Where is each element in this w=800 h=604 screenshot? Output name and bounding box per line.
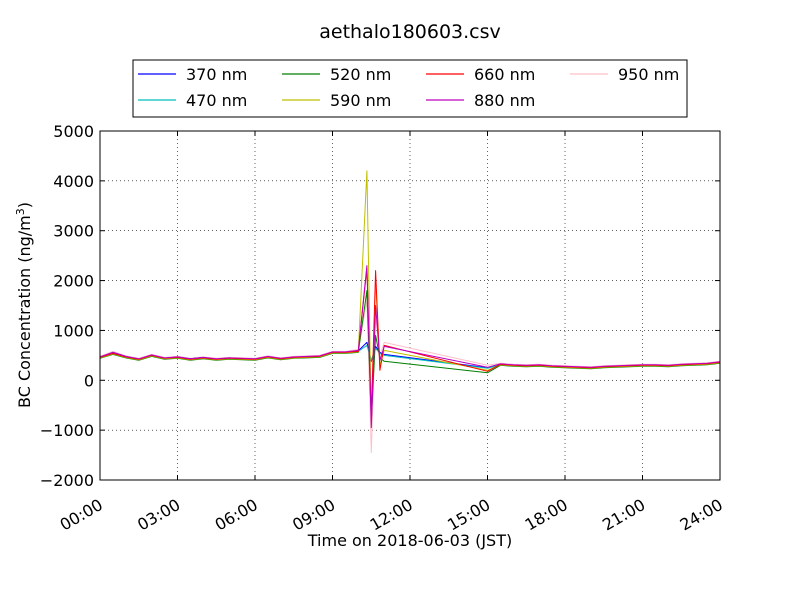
legend-label: 520 nm: [330, 65, 391, 84]
y-tick-label: 5000: [53, 122, 94, 141]
legend-label: 470 nm: [186, 91, 247, 110]
legend-frame: [132, 59, 688, 118]
y-tick-label: 3000: [53, 222, 94, 241]
y-tick-label: −2000: [40, 471, 94, 490]
legend: 370 nm 470 nm 520 nm 590 nm 660 nm 880 nm 950 …: [132, 59, 688, 118]
y-tick-label: 1000: [53, 321, 94, 340]
y-axis-label: BC Concentration (ng/m3): [14, 202, 34, 408]
series-line-880-nm: [99, 265, 721, 429]
legend-label: 370 nm: [186, 65, 247, 84]
legend-label: 660 nm: [474, 65, 535, 84]
legend-label: 950 nm: [618, 65, 679, 84]
y-axis-label-main: BC Concentration (ng/m: [15, 215, 34, 408]
chart-title: aethalo180603.csv: [319, 21, 501, 43]
y-axis-label-superscript: 3: [14, 208, 27, 215]
y-axis-label-end: ): [15, 202, 34, 208]
x-axis-label: Time on 2018-06-03 (JST): [307, 531, 512, 550]
y-tick-label: 0: [84, 371, 94, 390]
grid: [100, 131, 720, 480]
legend-label: 880 nm: [474, 91, 535, 110]
plot-lines: [99, 170, 721, 454]
legend-label: 590 nm: [330, 91, 391, 110]
y-tick-labels: −2000 −1000 0 1000 2000 3000 4000 5000: [40, 122, 94, 490]
y-tick-label: −1000: [40, 421, 94, 440]
y-tick-label: 2000: [53, 272, 94, 291]
y-tick-label: 4000: [53, 172, 94, 191]
ticks: [99, 130, 721, 481]
